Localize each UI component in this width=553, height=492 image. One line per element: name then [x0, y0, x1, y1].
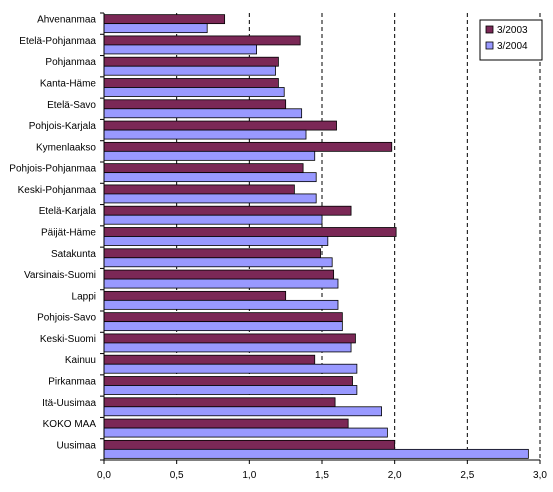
- category-label: Keski-Suomi: [40, 334, 96, 345]
- legend-swatch-2004: [485, 41, 494, 50]
- x-tick-label: 3,0: [533, 470, 547, 481]
- category-label: Pohjanmaa: [45, 57, 96, 68]
- bar-2003: [103, 163, 304, 174]
- bar-2004: [103, 385, 358, 395]
- bar-2003: [103, 14, 226, 25]
- bars: [103, 14, 529, 459]
- bar-2004: [103, 406, 382, 417]
- bar-2003: [103, 184, 295, 195]
- bar-2003: [103, 333, 356, 344]
- bar-2004: [103, 44, 258, 55]
- bar-2004: [103, 342, 352, 353]
- bar-2003: [103, 99, 287, 110]
- bar-2004: [103, 87, 285, 97]
- category-label: Pohjois-Savo: [37, 313, 96, 324]
- bar-2003: [103, 248, 321, 259]
- category-label: Pohjois-Pohjanmaa: [9, 164, 96, 175]
- category-label: Kymenlaakso: [36, 142, 96, 153]
- bar-2004: [103, 23, 208, 34]
- bar-2003: [103, 312, 343, 323]
- category-label: Ahvenanmaa: [37, 15, 96, 26]
- category-label: Pohjois-Karjala: [29, 121, 97, 132]
- legend-label: 3/2004: [497, 41, 528, 52]
- bar-2003: [103, 120, 337, 131]
- bar-2003: [103, 397, 336, 408]
- x-tick-label: 2,0: [388, 470, 402, 481]
- legend: 3/2003 3/2004: [479, 19, 543, 61]
- legend-swatch-2003: [485, 25, 494, 34]
- bar-2004: [103, 427, 388, 438]
- bar-2003: [103, 141, 393, 152]
- category-label: Itä-Uusimaa: [42, 398, 96, 409]
- x-tick-label: 2,5: [460, 470, 474, 481]
- bar-2004: [103, 278, 339, 289]
- bar-2004: [103, 214, 323, 225]
- bar-2003: [103, 290, 287, 301]
- bar-2003: [103, 376, 353, 386]
- bar-2003: [103, 418, 349, 429]
- bar-2003: [103, 78, 279, 88]
- bar-2004: [103, 172, 317, 183]
- x-tick-label: 1,5: [315, 470, 329, 481]
- axes: [100, 12, 541, 464]
- bar-2003: [103, 269, 335, 280]
- category-label: KOKO MAA: [43, 419, 97, 430]
- bar-2003: [103, 56, 279, 67]
- bar-2004: [103, 257, 333, 268]
- category-label: Uusimaa: [57, 440, 97, 451]
- category-label: Päijät-Häme: [41, 228, 96, 239]
- bar-2003: [103, 35, 301, 46]
- bar-2003: [103, 354, 316, 365]
- category-label: Kanta-Häme: [40, 79, 97, 90]
- category-label: Keski-Pohjanmaa: [18, 185, 97, 196]
- x-tick-label: 0,0: [97, 470, 111, 481]
- category-label: Etelä-Karjala: [39, 206, 97, 217]
- bar-2003: [103, 205, 352, 216]
- bar-2004: [103, 448, 529, 459]
- category-labels: Ahvenanmaa Etelä-Pohjanmaa Pohjanmaa Kanta-…: [9, 15, 96, 452]
- bar-2004: [103, 65, 276, 76]
- bar-2004: [103, 299, 339, 310]
- category-label: Etelä-Pohjanmaa: [19, 36, 96, 47]
- bar-2004: [103, 108, 303, 119]
- bar-2003: [103, 227, 397, 237]
- category-label: Varsinais-Suomi: [24, 270, 96, 281]
- category-label: Etelä-Savo: [47, 100, 96, 111]
- bar-2004: [103, 150, 316, 161]
- category-label: Kainuu: [65, 355, 96, 366]
- bar-2004: [103, 363, 358, 374]
- bar-2004: [103, 321, 343, 332]
- category-label: Pirkanmaa: [48, 377, 96, 388]
- category-label: Satakunta: [51, 249, 96, 260]
- x-tick-label: 0,5: [170, 470, 184, 481]
- category-label: Lappi: [72, 291, 96, 302]
- legend-label: 3/2003: [497, 25, 528, 36]
- x-tick-labels: 0,0 0,5 1,0 1,5 2,0 2,5 3,0: [97, 470, 547, 481]
- bar-2003: [103, 439, 396, 450]
- bar-2004: [103, 236, 329, 246]
- x-tick-label: 1,0: [242, 470, 256, 481]
- bar-2004: [103, 129, 307, 140]
- bar-2004: [103, 193, 317, 204]
